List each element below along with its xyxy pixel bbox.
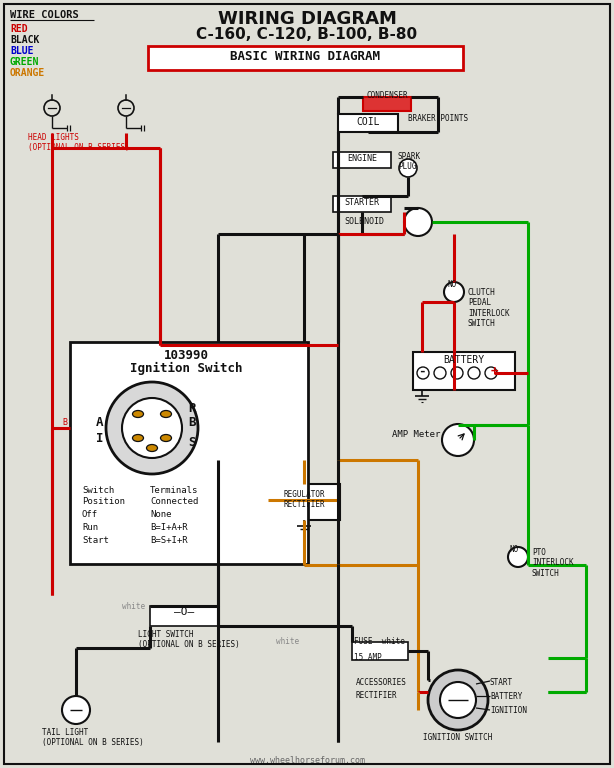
Bar	[338, 114, 398, 132]
Text: S: S	[188, 435, 195, 449]
Text: Switch: Switch	[82, 486, 114, 495]
Text: —O—: —O—	[174, 607, 194, 617]
Text: ENGINE: ENGINE	[347, 154, 377, 163]
Text: B: B	[188, 415, 195, 429]
Bar	[150, 606, 218, 626]
Text: RECTIFIER: RECTIFIER	[356, 691, 398, 700]
Circle shape	[417, 367, 429, 379]
Text: BLACK: BLACK	[10, 35, 39, 45]
Text: 103990: 103990	[163, 349, 209, 362]
Text: NO: NO	[447, 280, 456, 289]
Text: SOLENOID: SOLENOID	[344, 217, 384, 227]
Text: Off: Off	[82, 510, 98, 519]
Text: START: START	[490, 678, 513, 687]
Text: WIRING DIAGRAM: WIRING DIAGRAM	[217, 10, 397, 28]
Text: Run: Run	[82, 523, 98, 532]
Ellipse shape	[133, 411, 144, 418]
Ellipse shape	[147, 445, 158, 452]
Circle shape	[451, 367, 463, 379]
Circle shape	[434, 367, 446, 379]
Circle shape	[485, 367, 497, 379]
Text: white: white	[122, 602, 145, 611]
Text: BLUE: BLUE	[10, 46, 34, 56]
Text: WIRE COLORS: WIRE COLORS	[10, 10, 79, 20]
Text: www.wheelhorseforum.com: www.wheelhorseforum.com	[249, 756, 365, 765]
Text: I: I	[96, 432, 104, 445]
Text: BRAKER POINTS: BRAKER POINTS	[408, 114, 468, 123]
Text: B=S+I+R: B=S+I+R	[150, 536, 188, 545]
Text: Connected: Connected	[150, 497, 198, 506]
Text: B: B	[63, 418, 68, 427]
Circle shape	[404, 208, 432, 236]
Circle shape	[118, 100, 134, 116]
Circle shape	[428, 670, 488, 730]
Bar	[70, 342, 308, 564]
Text: PTO
INTERLOCK
SWITCH: PTO INTERLOCK SWITCH	[532, 548, 573, 578]
Bar	[268, 484, 340, 520]
Text: COIL: COIL	[356, 117, 379, 127]
Text: Start: Start	[82, 536, 109, 545]
Text: A: A	[96, 415, 104, 429]
Text: BATTERY: BATTERY	[443, 355, 484, 365]
Text: RED: RED	[10, 24, 28, 34]
Ellipse shape	[160, 435, 171, 442]
Text: IGNITION SWITCH: IGNITION SWITCH	[423, 733, 492, 742]
Circle shape	[468, 367, 480, 379]
Text: CLUTCH
PEDAL
INTERLOCK
SWITCH: CLUTCH PEDAL INTERLOCK SWITCH	[468, 288, 510, 328]
Text: B=I+A+R: B=I+A+R	[150, 523, 188, 532]
Circle shape	[440, 682, 476, 718]
Text: REGULATOR
RECTIFIER: REGULATOR RECTIFIER	[283, 490, 325, 509]
Ellipse shape	[160, 411, 171, 418]
Text: IGNITION: IGNITION	[490, 706, 527, 715]
Circle shape	[122, 398, 182, 458]
Text: +: +	[490, 365, 498, 378]
Text: ORANGE: ORANGE	[10, 68, 45, 78]
Bar	[413, 352, 515, 390]
Text: Terminals: Terminals	[150, 486, 198, 495]
Text: TAIL LIGHT
(OPTIONAL ON B SERIES): TAIL LIGHT (OPTIONAL ON B SERIES)	[42, 728, 144, 747]
Bar	[148, 46, 463, 70]
Ellipse shape	[133, 435, 144, 442]
Circle shape	[442, 424, 474, 456]
Text: -: -	[418, 365, 426, 378]
Circle shape	[508, 547, 528, 567]
Text: NO: NO	[510, 545, 519, 554]
Text: BASIC WIRING DIAGRAM: BASIC WIRING DIAGRAM	[230, 50, 380, 63]
Text: HEAD LIGHTS
(OPTIONAL ON B SERIES): HEAD LIGHTS (OPTIONAL ON B SERIES)	[28, 133, 130, 152]
Text: white: white	[276, 637, 299, 646]
Text: Position: Position	[82, 497, 125, 506]
Bar	[333, 196, 391, 212]
Circle shape	[444, 282, 464, 302]
Text: FUSE  white: FUSE white	[354, 637, 405, 646]
Text: R: R	[188, 402, 195, 415]
Text: AMP Meter: AMP Meter	[392, 430, 440, 439]
Circle shape	[106, 382, 198, 474]
Text: None: None	[150, 510, 171, 519]
Text: Ignition Switch: Ignition Switch	[130, 362, 243, 375]
Text: BATTERY: BATTERY	[490, 692, 523, 701]
Text: C-160, C-120, B-100, B-80: C-160, C-120, B-100, B-80	[196, 27, 418, 42]
Text: LIGHT SWITCH
(OPTIONAL ON B SERIES): LIGHT SWITCH (OPTIONAL ON B SERIES)	[138, 630, 239, 650]
Text: 15 AMP: 15 AMP	[354, 653, 382, 662]
Circle shape	[44, 100, 60, 116]
Circle shape	[399, 159, 417, 177]
Text: GREEN: GREEN	[10, 57, 39, 67]
Text: CONDENSER: CONDENSER	[366, 91, 408, 100]
Bar	[333, 152, 391, 168]
Bar	[352, 642, 408, 660]
Text: ACCESSORIES: ACCESSORIES	[356, 678, 407, 687]
Bar	[363, 97, 411, 111]
Text: SPARK
PLUG: SPARK PLUG	[398, 152, 421, 171]
Text: STARTER: STARTER	[344, 198, 379, 207]
Circle shape	[62, 696, 90, 724]
